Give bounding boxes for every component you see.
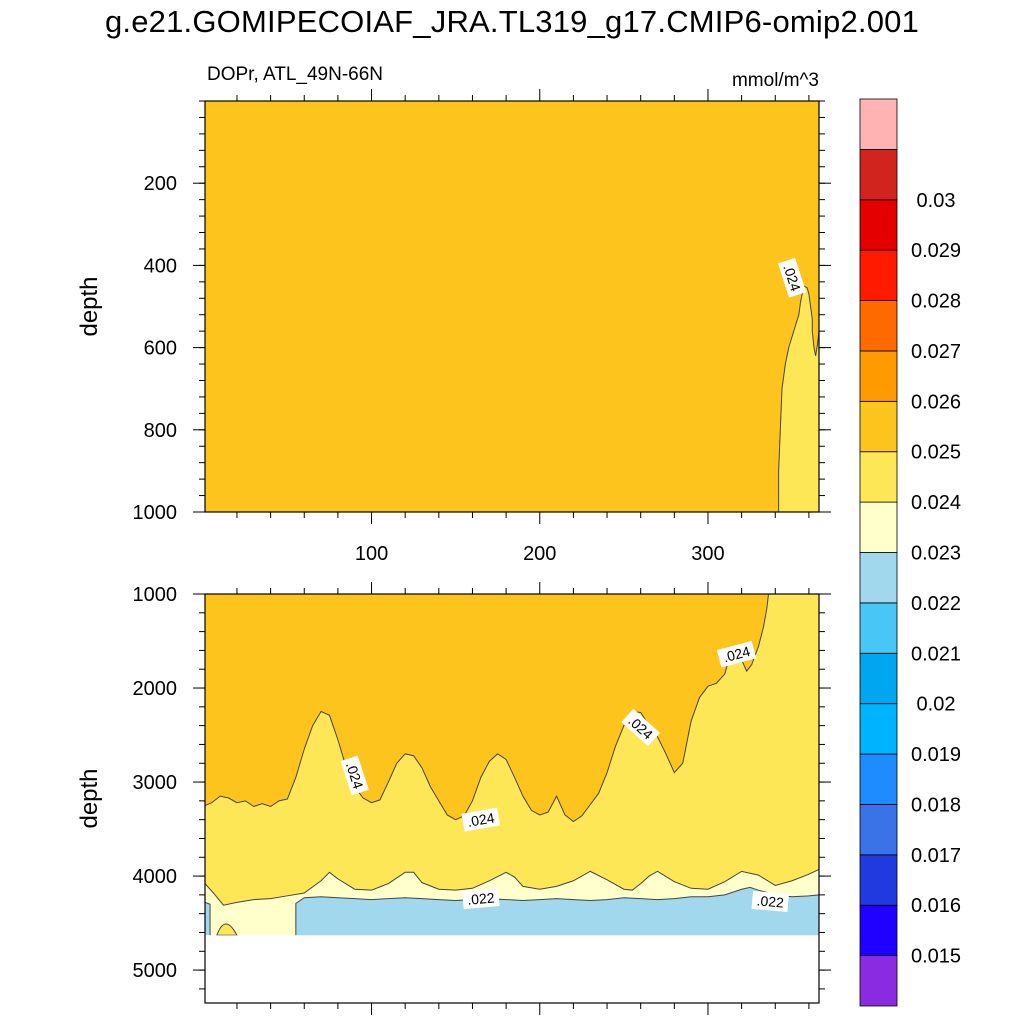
fill-0021-0022-left [205,902,211,936]
contour-label-text: .024 [466,809,496,830]
contour-label: .022 [462,888,500,910]
y-tick-label: 600 [144,338,177,360]
colorbar-swatch [859,602,898,654]
x-tick-label: 100 [355,543,388,565]
variable-region-label: DOPr, ATL_49N-66N [207,64,384,85]
contour-label-bg [621,708,661,747]
colorbar-label: 0.025 [911,442,961,464]
y-tick-label: 200 [144,173,177,195]
contour-line-left [205,901,211,936]
contour-label-text: .022 [756,892,785,910]
contour-label-text: .024 [721,643,752,666]
fill-0023-0024 [778,285,819,512]
upper-panel: .024 200 400 600 800 1000 100 200 300 depth [76,89,831,565]
colorbar-label: 0.021 [911,643,961,665]
y-tick-label: 1000 [133,502,178,524]
y-tick-label: 3000 [133,772,178,794]
contour-line-0024 [205,594,770,823]
colorbar-swatch [859,300,898,352]
contour-label-text: .022 [467,889,496,907]
contour-line-0022 [295,886,819,936]
y-tick-label: 5000 [133,960,178,982]
colorbar-label: 0.027 [911,341,961,363]
colorbar-swatch [859,451,898,503]
missing-data-region [205,935,819,1003]
colorbar-label: 0.017 [911,845,961,867]
colorbar-label: 0.03 [917,190,956,212]
axis-ticks [193,582,831,1015]
colorbar-label: 0.026 [911,391,961,413]
colorbar-swatch [859,703,898,755]
colorbar-swatch [859,148,898,201]
colorbar-swatch [859,955,898,1007]
y-axis-label: depth [76,276,103,336]
colorbar-swatch [859,552,898,604]
x-tick-label: 200 [523,543,556,565]
contour-label-bg [461,807,501,832]
colorbar-label: 0.022 [911,593,961,615]
lower-panel: .024.024.024.024.022.0221000200030004000… [76,582,831,1015]
colorbar-swatch [859,854,898,906]
contour-label: .024 [340,755,369,796]
colorbar-swatch [859,501,898,553]
plot-frame [204,100,820,513]
y-axis-label: depth [76,768,103,828]
axis-ticks [193,89,831,524]
contour-label-bg [751,890,789,912]
y-tick-label: 1000 [133,584,178,606]
contour-label: .024 [461,807,501,832]
colorbar-label: 0.015 [911,946,961,968]
contour-label: .024 [716,640,757,668]
colorbar-swatch [859,98,898,150]
y-tick-label: 400 [144,255,177,277]
contour-label-bg [716,640,757,668]
colorbar-label: 0.028 [911,291,961,313]
y-tick-label: 800 [144,420,177,442]
colorbar-swatch [859,199,898,251]
contour-label-bg [777,257,807,298]
colorbar-swatch [859,249,898,301]
units-label: mmol/m^3 [731,70,819,91]
colorbar-label: 0.018 [911,794,961,816]
colorbar: 0.015 0.016 0.017 0.018 0.019 0.02 0.021 0.022 0… [859,98,961,1007]
contour-label-bg [340,755,369,796]
x-tick-label: 300 [691,543,724,565]
colorbar-label: 0.016 [911,895,961,917]
contour-line-0024 [778,285,819,512]
colorbar-label: 0.023 [911,543,961,565]
colorbar-swatch [859,652,898,705]
figure-title: g.e21.GOMIPECOIAF_JRA.TL319_g17.CMIP6-om… [104,4,920,39]
colorbar-swatch [859,350,898,402]
fill-0023-0024-bump [216,923,238,936]
colorbar-label: 0.024 [911,492,961,514]
colorbar-label: 0.029 [911,240,961,262]
fill-0024-0025 [205,101,819,512]
colorbar-swatch [859,804,898,856]
colorbar-swatch [859,400,898,453]
y-tick-label: 2000 [133,678,178,700]
contour-label-bg [462,888,500,910]
colorbar-label: 0.02 [917,694,956,716]
contour-label: .022 [751,890,789,912]
colorbar-label: 0.019 [911,744,961,766]
colorbar-swatch [859,753,898,805]
plot-frame [204,593,820,1004]
y-tick-label: 4000 [133,866,178,888]
colorbar-swatch [859,904,898,957]
contour-label: .024 [777,257,807,298]
contour-line-0023 [205,869,819,906]
